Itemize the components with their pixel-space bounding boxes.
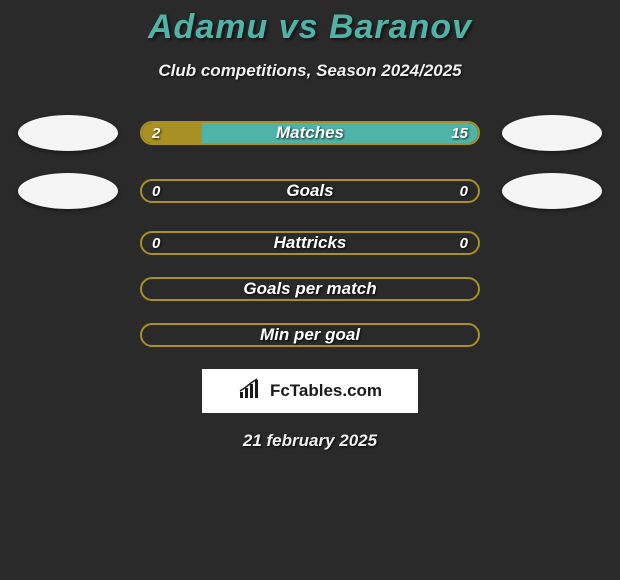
date-label: 21 february 2025 <box>0 431 620 451</box>
stat-label: Goals <box>286 181 333 201</box>
stats-list: 2 15 Matches 0 0 Goals 0 0 Hattricks Goals per ma… <box>0 115 620 347</box>
stat-label: Matches <box>276 123 344 143</box>
stat-left-value: 0 <box>152 183 160 200</box>
stat-row: 0 0 Hattricks <box>0 231 620 255</box>
stat-bar: 0 0 Hattricks <box>140 231 480 255</box>
stat-bar: Goals per match <box>140 277 480 301</box>
player-left-oval <box>18 173 118 209</box>
stat-label: Goals per match <box>243 279 376 299</box>
stat-row: Min per goal <box>0 323 620 347</box>
stat-row: Goals per match <box>0 277 620 301</box>
stat-bar: Min per goal <box>140 323 480 347</box>
stat-bar: 2 15 Matches <box>140 121 480 145</box>
comparison-card: Adamu vs Baranov Club competitions, Seas… <box>0 0 620 451</box>
stat-right-value: 0 <box>460 183 468 200</box>
chart-bars-icon <box>238 378 264 405</box>
logo-box[interactable]: FcTables.com <box>202 369 418 413</box>
stat-label: Min per goal <box>260 325 360 345</box>
player-left-oval <box>18 115 118 151</box>
stat-left-value: 0 <box>152 235 160 252</box>
player-right-oval <box>502 173 602 209</box>
stat-row: 0 0 Goals <box>0 173 620 209</box>
stat-right-value: 0 <box>460 235 468 252</box>
stat-row: 2 15 Matches <box>0 115 620 151</box>
stat-left-value: 2 <box>152 125 160 142</box>
stat-bar: 0 0 Goals <box>140 179 480 203</box>
logo-text: FcTables.com <box>270 381 382 401</box>
page-title: Adamu vs Baranov <box>0 8 620 47</box>
stat-label: Hattricks <box>274 233 347 253</box>
stat-right-value: 15 <box>451 125 468 142</box>
player-right-oval <box>502 115 602 151</box>
subtitle: Club competitions, Season 2024/2025 <box>0 61 620 81</box>
